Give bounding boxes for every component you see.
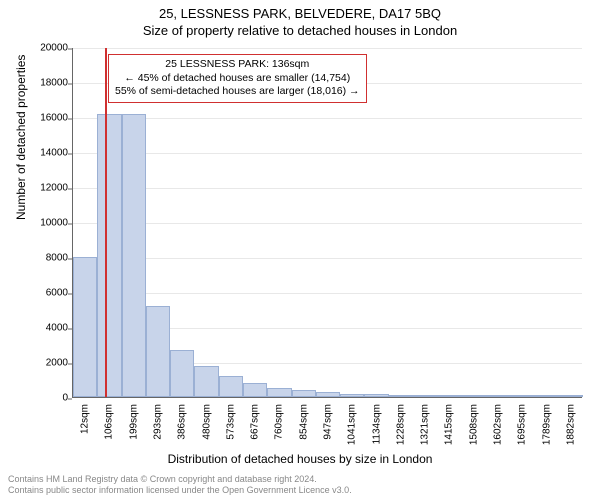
x-tick-label: 1415sqm	[444, 404, 455, 445]
footer-line1: Contains HM Land Registry data © Crown c…	[8, 474, 352, 485]
x-tick-label: 760sqm	[274, 404, 285, 440]
callout-line3: 55% of semi-detached houses are larger (…	[115, 85, 360, 99]
histogram-bar	[146, 306, 170, 397]
histogram-bar	[413, 395, 437, 397]
x-tick-label: 947sqm	[323, 404, 334, 440]
x-tick-label: 667sqm	[250, 404, 261, 440]
y-tick-label: 14000	[28, 148, 68, 159]
gridline	[73, 258, 582, 259]
x-axis-label: Distribution of detached houses by size …	[0, 452, 600, 466]
histogram-bar	[364, 394, 388, 397]
gridline	[73, 153, 582, 154]
y-tick-label: 2000	[28, 358, 68, 369]
histogram-bar	[534, 395, 558, 397]
histogram-bar	[97, 114, 121, 398]
x-tick-label: 1602sqm	[493, 404, 504, 445]
y-tick-label: 4000	[28, 323, 68, 334]
x-tick-label: 1321sqm	[420, 404, 431, 445]
histogram-bar	[510, 395, 534, 397]
x-tick-label: 573sqm	[225, 404, 236, 440]
property-marker-line	[105, 48, 107, 397]
histogram-bar	[267, 388, 291, 397]
gridline	[73, 293, 582, 294]
page-title-address: 25, LESSNESS PARK, BELVEDERE, DA17 5BQ	[0, 0, 600, 21]
x-tick-label: 199sqm	[128, 404, 139, 440]
y-tick-label: 8000	[28, 253, 68, 264]
x-tick-label: 106sqm	[104, 404, 115, 440]
y-tick-label: 16000	[28, 113, 68, 124]
histogram-chart: 0200040006000800010000120001400016000180…	[72, 48, 582, 398]
footer-line2: Contains public sector information licen…	[8, 485, 352, 496]
histogram-bar	[170, 350, 194, 397]
y-tick-label: 18000	[28, 78, 68, 89]
x-tick-label: 12sqm	[80, 404, 91, 434]
gridline	[73, 223, 582, 224]
histogram-bar	[122, 114, 146, 398]
histogram-bar	[292, 390, 316, 397]
x-tick-label: 1228sqm	[395, 404, 406, 445]
histogram-bar	[219, 376, 243, 397]
callout-line2: ← 45% of detached houses are smaller (14…	[115, 72, 360, 86]
y-tick-label: 6000	[28, 288, 68, 299]
x-tick-label: 386sqm	[177, 404, 188, 440]
histogram-bar	[437, 395, 461, 397]
marker-callout: 25 LESSNESS PARK: 136sqm ← 45% of detach…	[108, 54, 367, 103]
x-tick-label: 1041sqm	[347, 404, 358, 445]
x-tick-label: 854sqm	[298, 404, 309, 440]
gridline	[73, 48, 582, 49]
x-tick-label: 480sqm	[201, 404, 212, 440]
x-tick-label: 1508sqm	[468, 404, 479, 445]
histogram-bar	[340, 394, 364, 398]
histogram-bar	[559, 395, 583, 397]
page-title-subtitle: Size of property relative to detached ho…	[0, 21, 600, 38]
y-axis-label: Number of detached properties	[14, 55, 28, 220]
gridline	[73, 188, 582, 189]
callout-line1: 25 LESSNESS PARK: 136sqm	[115, 58, 360, 72]
attribution-footer: Contains HM Land Registry data © Crown c…	[8, 474, 352, 496]
histogram-bar	[73, 257, 97, 397]
y-tick-label: 20000	[28, 43, 68, 54]
histogram-bar	[194, 366, 218, 398]
x-tick-label: 1134sqm	[371, 404, 382, 444]
histogram-bar	[316, 392, 340, 397]
histogram-bar	[389, 395, 413, 397]
y-tick-label: 10000	[28, 218, 68, 229]
histogram-bar	[486, 395, 510, 397]
x-tick-label: 293sqm	[153, 404, 164, 440]
x-tick-label: 1789sqm	[541, 404, 552, 445]
x-tick-label: 1695sqm	[517, 404, 528, 445]
gridline	[73, 118, 582, 119]
y-tick-label: 12000	[28, 183, 68, 194]
x-tick-label: 1882sqm	[565, 404, 576, 445]
histogram-bar	[243, 383, 267, 397]
y-tick-label: 0	[28, 393, 68, 404]
histogram-bar	[462, 395, 486, 397]
